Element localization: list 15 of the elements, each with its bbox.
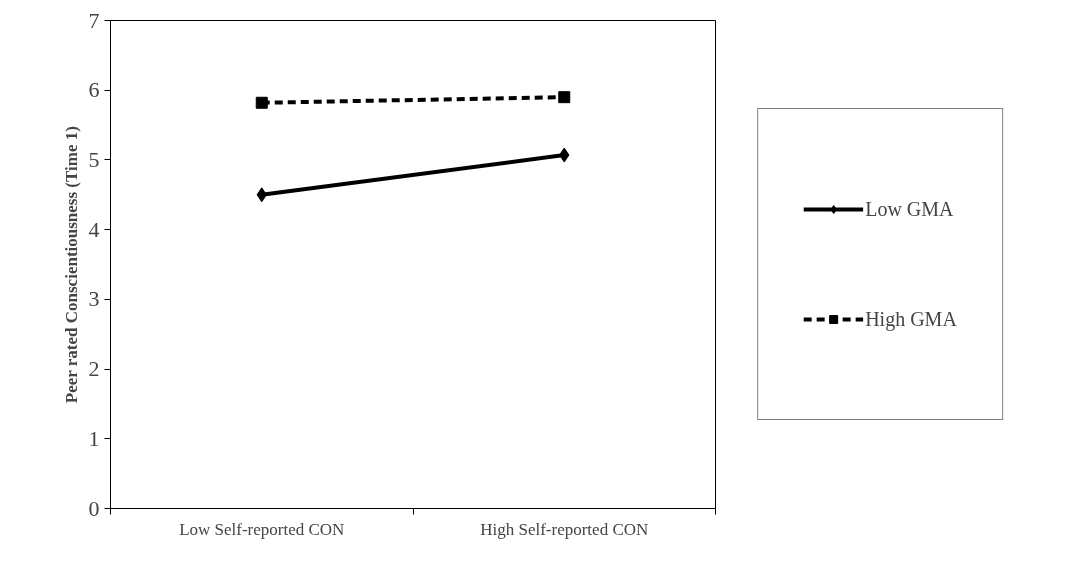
y-tick-label: 7 — [88, 7, 100, 33]
y-tick-label: 1 — [88, 425, 100, 451]
y-tick-label: 2 — [88, 356, 100, 382]
point — [558, 91, 571, 104]
point — [255, 96, 268, 109]
x-tick-label: Low Self-reported CON — [179, 519, 345, 539]
legend-label: Low GMA — [865, 196, 954, 222]
x-tick-label: High Self-reported CON — [480, 519, 649, 539]
legend-label: High GMA — [865, 306, 957, 333]
y-tick-label: 4 — [88, 216, 100, 242]
y-tick-label: 3 — [88, 286, 100, 312]
y-tick-label: 6 — [88, 77, 100, 103]
y-tick-label: 0 — [88, 495, 100, 521]
y-tick-label: 5 — [88, 146, 100, 172]
y-axis-title: Peer rated Conscientiousness (Time 1) — [61, 126, 81, 404]
